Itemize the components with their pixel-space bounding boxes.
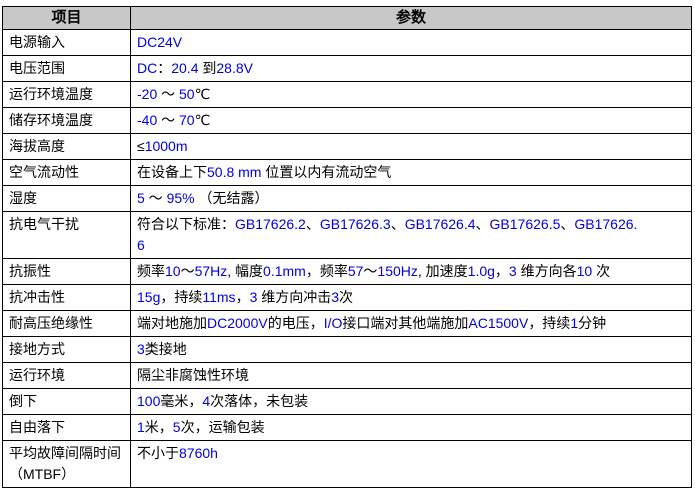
row-value: 1米，5次，运输包装 xyxy=(130,414,692,441)
table-row: 电压范围 DC：20.4 到28.8V xyxy=(2,55,692,82)
spec-table-body: 电源输入 DC24V 电压范围 DC：20.4 到28.8V 运行环境温度 -2… xyxy=(2,29,692,488)
row-label: 湿度 xyxy=(2,185,131,212)
latin-text: 5 xyxy=(172,419,181,435)
latin-text: DC2000V xyxy=(207,315,268,331)
row-label: 运行环境温度 xyxy=(2,81,131,108)
latin-text: 20.4 xyxy=(171,60,199,76)
row-value: DC24V xyxy=(130,29,692,56)
latin-text: 150Hz xyxy=(377,263,418,279)
latin-text: 3 xyxy=(249,289,258,305)
row-label: 储存环境温度 xyxy=(2,107,131,134)
row-label: 接地方式 xyxy=(2,336,131,363)
latin-text: 3 xyxy=(331,289,340,305)
latin-text: 1000m xyxy=(144,138,188,154)
latin-text: 15g xyxy=(137,289,161,305)
table-row: 湿度 5 ～ 95% （无结露） xyxy=(2,185,692,212)
row-label: 平均故障间隔时间（MTBF） xyxy=(2,440,131,488)
col-header-param: 参数 xyxy=(130,6,692,30)
row-label: 抗振性 xyxy=(2,258,131,285)
row-value: DC：20.4 到28.8V xyxy=(130,55,692,82)
latin-text: -40 xyxy=(137,112,158,128)
table-row: 运行环境温度 -20 ～ 50℃ xyxy=(2,81,692,108)
row-value: 在设备上下50.8 mm 位置以内有流动空气 xyxy=(130,159,692,186)
row-label: 运行环境 xyxy=(2,362,131,389)
row-value: ≤1000m xyxy=(130,133,692,160)
row-value: 隔尘非腐蚀性环境 xyxy=(130,362,692,389)
row-label: 抗冲击性 xyxy=(2,284,131,311)
row-label: 空气流动性 xyxy=(2,159,131,186)
latin-text: 50 xyxy=(179,86,195,102)
row-value: 频率10～57Hz, 幅度0.1mm，频率57～150Hz, 加速度1.0g，3… xyxy=(130,258,692,285)
latin-text: 28.8V xyxy=(216,60,253,76)
latin-text: -20 xyxy=(137,86,158,102)
row-value: 15g，持续11ms，3 维方向冲击3次 xyxy=(130,284,692,311)
latin-text: GB17626.4 xyxy=(404,216,476,232)
row-label: 海拔高度 xyxy=(2,133,131,160)
latin-text: 3 xyxy=(137,341,145,357)
row-label: 自由落下 xyxy=(2,414,131,441)
row-value: -40 ～ 70℃ xyxy=(130,107,692,134)
table-row: 抗电气干扰 符合以下标准：GB17626.2、GB17626.3、GB17626… xyxy=(2,211,692,259)
table-row: 运行环境 隔尘非腐蚀性环境 xyxy=(2,362,692,389)
latin-text: mm xyxy=(238,164,262,180)
latin-text: 10 xyxy=(165,263,181,279)
row-label: 电压范围 xyxy=(2,55,131,82)
table-row: 空气流动性 在设备上下50.8 mm 位置以内有流动空气 xyxy=(2,159,692,186)
latin-text: 1 xyxy=(137,419,145,435)
latin-text: 5 xyxy=(137,190,145,206)
table-row: 接地方式 3类接地 xyxy=(2,336,692,363)
table-row: 海拔高度 ≤1000m xyxy=(2,133,692,160)
latin-text: 0.1mm xyxy=(263,263,306,279)
latin-text: 4 xyxy=(202,393,211,409)
latin-text: AC1500V xyxy=(468,315,529,331)
row-value: 不小于8760h xyxy=(130,440,692,488)
latin-text: 1 xyxy=(570,315,579,331)
table-row: 自由落下 1米，5次，运输包装 xyxy=(2,414,692,441)
col-header-item: 项目 xyxy=(2,6,131,30)
latin-text: 3 xyxy=(508,263,517,279)
table-row: 抗冲击性 15g，持续11ms，3 维方向冲击3次 xyxy=(2,284,692,311)
latin-text: GB17626.5 xyxy=(489,216,561,232)
table-row: 电源输入 DC24V xyxy=(2,29,692,56)
row-value: 5 ～ 95% （无结露） xyxy=(130,185,692,212)
latin-text: 100 xyxy=(137,393,161,409)
latin-text: 50.8 xyxy=(207,164,235,180)
row-value: 端对地施加DC2000V的电压，I/O接口端对其他端施加AC1500V，持续1分… xyxy=(130,310,692,337)
row-value: -20 ～ 50℃ xyxy=(130,81,692,108)
row-label: 倒下 xyxy=(2,388,131,415)
row-label: 耐高压绝缘性 xyxy=(2,310,131,337)
latin-text: 70 xyxy=(179,112,195,128)
table-row: 耐高压绝缘性 端对地施加DC2000V的电压，I/O接口端对其他端施加AC150… xyxy=(2,310,692,337)
latin-text: I/O xyxy=(323,315,343,331)
latin-text: 57Hz xyxy=(194,263,228,279)
row-value: 3类接地 xyxy=(130,336,692,363)
latin-text: 11ms xyxy=(202,289,236,305)
row-label: 抗电气干扰 xyxy=(2,211,131,259)
table-row: 平均故障间隔时间（MTBF） 不小于8760h xyxy=(2,440,692,488)
latin-text: DC xyxy=(137,60,158,76)
row-value: 100毫米，4次落体，未包装 xyxy=(130,388,692,415)
latin-text: GB17626.2 xyxy=(235,216,306,232)
table-row: 倒下 100毫米，4次落体，未包装 xyxy=(2,388,692,415)
table-row: 储存环境温度 -40 ～ 70℃ xyxy=(2,107,692,134)
spec-table: 项目 参数 电源输入 DC24V 电压范围 DC：20.4 到28.8V 运行环… xyxy=(2,6,692,488)
latin-text: 10 xyxy=(576,263,593,279)
latin-text: DC24V xyxy=(137,34,183,50)
latin-text: 6 xyxy=(137,237,145,253)
latin-text: 57 xyxy=(347,263,364,279)
latin-text: 8760h xyxy=(179,445,218,461)
table-row: 抗振性 频率10～57Hz, 幅度0.1mm，频率57～150Hz, 加速度1.… xyxy=(2,258,692,285)
row-value: 符合以下标准：GB17626.2、GB17626.3、GB17626.4、GB1… xyxy=(130,211,692,259)
latin-text: 95% xyxy=(166,190,195,206)
latin-text: GB17626.3 xyxy=(319,216,391,232)
header-row: 项目 参数 xyxy=(2,6,692,30)
latin-text: 1.0g xyxy=(467,263,495,279)
latin-text: GB17626. xyxy=(574,216,638,232)
row-label: 电源输入 xyxy=(2,29,131,56)
